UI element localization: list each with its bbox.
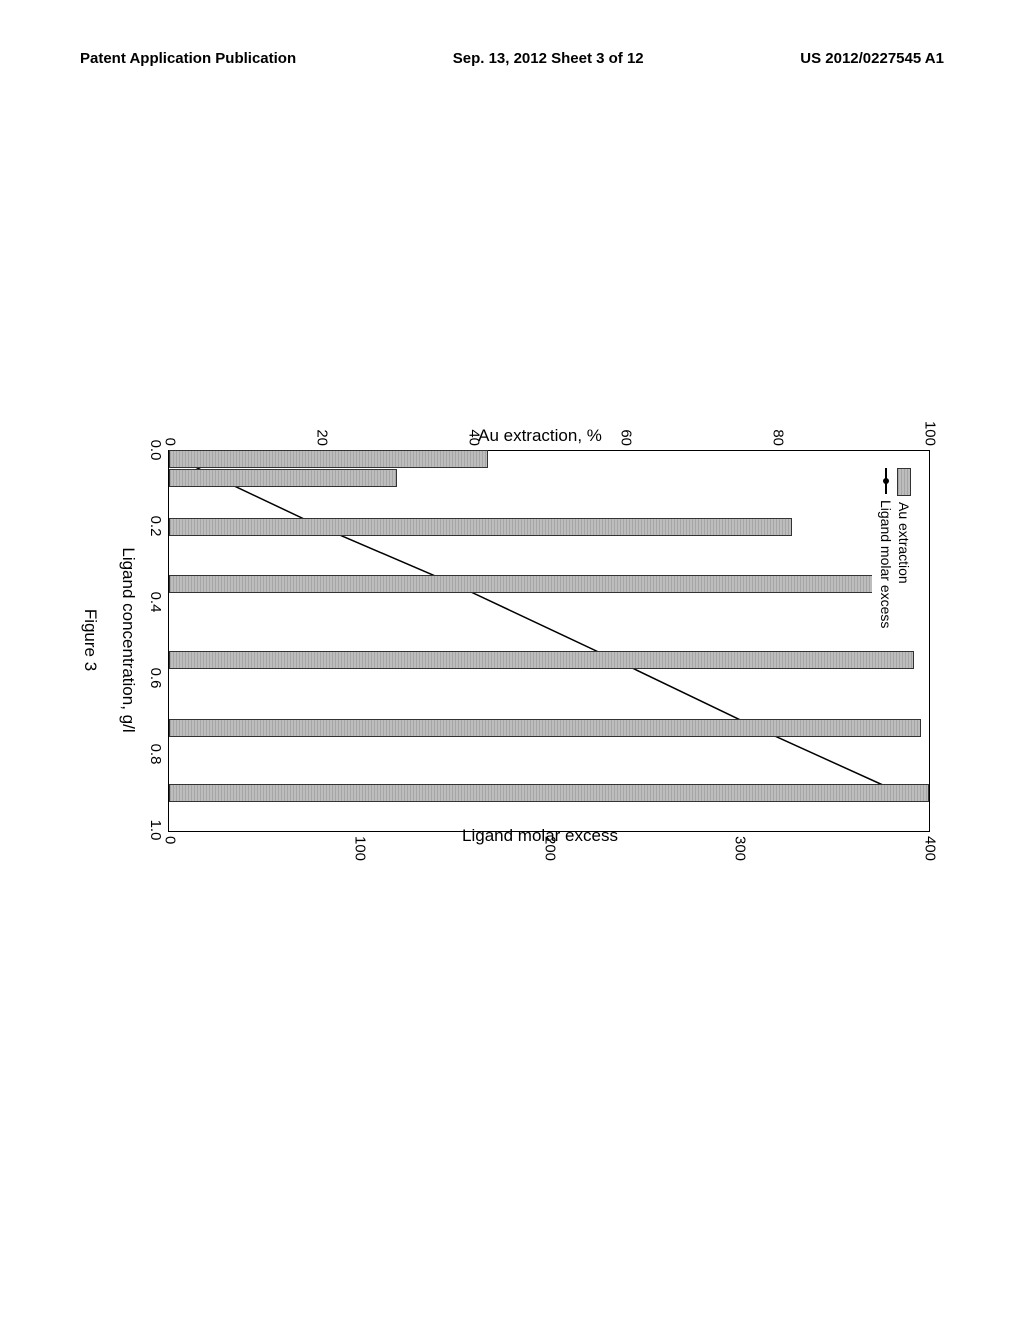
header-center: Sep. 13, 2012 Sheet 3 of 12: [453, 50, 644, 67]
x-tick: 0.6: [147, 668, 164, 689]
y-left-tick: 60: [618, 410, 635, 446]
bar: [169, 469, 397, 487]
line-path: [179, 459, 901, 793]
y-left-tick: 100: [922, 410, 939, 446]
x-tick: 0.4: [147, 592, 164, 613]
bar: [169, 518, 792, 536]
y-left-tick: 0: [162, 410, 179, 446]
bar: [169, 450, 488, 468]
y-axis-right-label: Ligand molar excess: [462, 826, 618, 846]
legend-label-bars: Au extraction: [896, 502, 912, 584]
y-axis-left-label: Au extraction, %: [478, 426, 602, 446]
legend-item-bars: Au extraction: [896, 468, 912, 628]
y-right-tick: 300: [732, 836, 749, 872]
figure-container: 020406080100 0100200300400 0.00.20.40.60…: [50, 380, 970, 900]
x-tick: 0.0: [147, 440, 164, 461]
legend-label-line: Ligand molar excess: [878, 500, 894, 628]
bar: [169, 651, 914, 669]
y-right-tick: 100: [352, 836, 369, 872]
x-tick: 0.2: [147, 516, 164, 537]
plot-area: [168, 450, 930, 832]
y-right-tick: 400: [922, 836, 939, 872]
y-right-tick: 0: [162, 836, 179, 872]
bar: [169, 719, 921, 737]
y-left-tick: 80: [770, 410, 787, 446]
bar: [169, 784, 929, 802]
x-tick: 0.8: [147, 744, 164, 765]
bar-swatch-icon: [897, 468, 911, 496]
y-left-tick: 20: [314, 410, 331, 446]
header-left: Patent Application Publication: [80, 50, 296, 67]
legend: Au extraction Ligand molar excess: [872, 462, 918, 634]
line-series: [169, 451, 929, 831]
figure-caption: Figure 3: [80, 380, 100, 900]
bar: [169, 575, 883, 593]
legend-item-line: Ligand molar excess: [878, 468, 894, 628]
line-swatch-icon: [880, 468, 892, 494]
x-axis-label: Ligand concentration, g/l: [118, 380, 138, 900]
header-right: US 2012/0227545 A1: [800, 50, 944, 67]
chart: 020406080100 0100200300400 0.00.20.40.60…: [50, 380, 970, 900]
x-tick: 1.0: [147, 820, 164, 841]
